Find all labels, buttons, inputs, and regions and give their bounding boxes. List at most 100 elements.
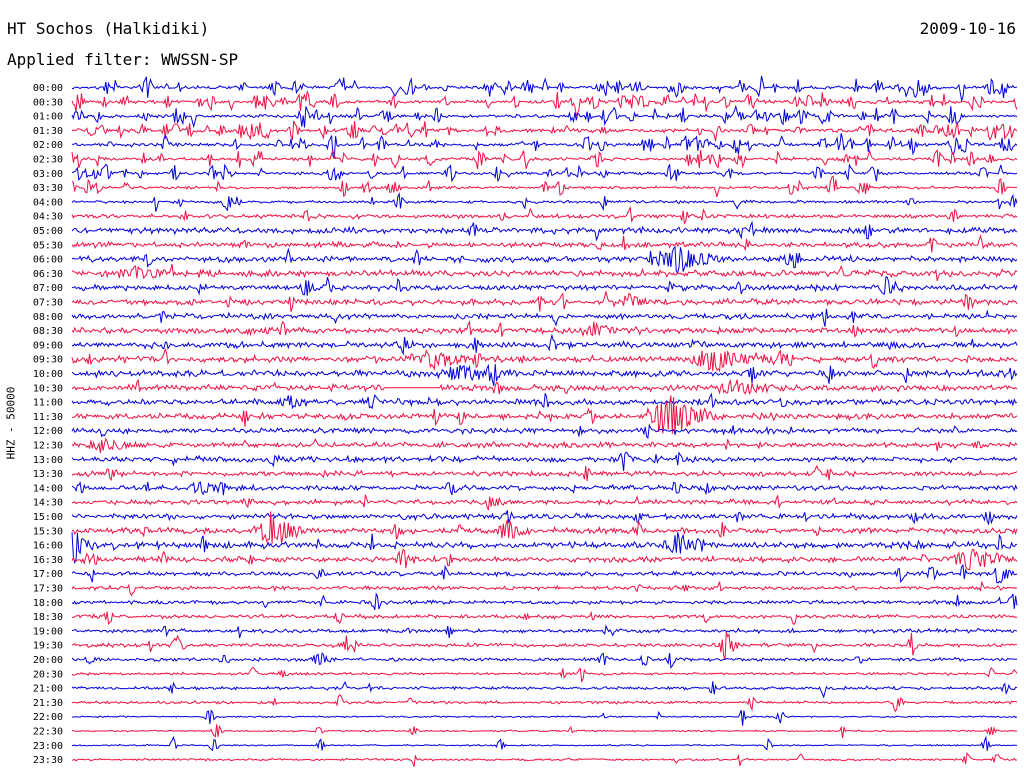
time-tick-label: 16:30: [33, 555, 63, 566]
time-tick-label: 05:00: [33, 226, 63, 237]
time-tick-label: 11:00: [33, 398, 63, 409]
trace-row: [71, 205, 1018, 225]
trace-row: [71, 378, 1018, 395]
time-tick-label: 21:00: [33, 684, 63, 695]
time-tick-label: 18:00: [33, 598, 63, 609]
time-tick-label: 17:30: [33, 584, 63, 595]
trace-row: [71, 652, 1017, 669]
trace-row: [71, 75, 1018, 103]
trace-row: [71, 694, 1018, 713]
trace-row: [71, 480, 1018, 496]
trace-row: [71, 451, 1018, 471]
trace-row: [71, 680, 1018, 699]
time-tick-label: 13:30: [33, 469, 63, 480]
time-tick-label: 20:00: [33, 655, 63, 666]
trace-row: [71, 592, 1018, 610]
trace-row: [71, 494, 1018, 511]
time-tick-label: 06:00: [33, 255, 63, 266]
trace-row: [71, 548, 1018, 571]
time-tick-label: 20:30: [33, 669, 63, 680]
trace-row: [71, 510, 1018, 526]
time-tick-label: 16:00: [33, 541, 63, 552]
trace-row: [71, 532, 1018, 565]
record-date: 2009-10-16: [919, 19, 1016, 38]
time-tick-label: 01:00: [33, 112, 63, 123]
trace-row: [71, 148, 1018, 170]
time-tick-label: 14:00: [33, 483, 63, 494]
trace-row: [71, 347, 1018, 373]
time-tick-label: 13:00: [33, 455, 63, 466]
time-tick-label: 08:30: [33, 326, 63, 337]
trace-row: [71, 276, 1018, 296]
time-tick-label: 05:30: [33, 240, 63, 251]
time-tick-label: 18:30: [33, 612, 63, 623]
trace-row: [71, 511, 1018, 544]
trace-row: [71, 724, 1018, 739]
trace-row: [71, 735, 1018, 752]
time-tick-label: 02:00: [33, 140, 63, 151]
time-tick-label: 17:00: [33, 569, 63, 580]
time-tick-label: 15:30: [33, 526, 63, 537]
trace-row: [71, 333, 1018, 356]
time-tick-label: 12:00: [33, 426, 63, 437]
trace-row: [71, 263, 1018, 282]
time-tick-label: 23:30: [33, 755, 63, 766]
time-tick-label: 04:00: [33, 197, 63, 208]
trace-row: [71, 752, 1018, 767]
trace-row: [71, 395, 1018, 436]
time-tick-label: 12:30: [33, 441, 63, 452]
time-tick-label: 08:00: [33, 312, 63, 323]
trace-row: [71, 133, 1018, 159]
trace-row: [71, 624, 1018, 639]
trace-row: [71, 191, 1018, 212]
trace-row: [71, 563, 1018, 584]
time-tick-label: 19:00: [33, 626, 63, 637]
trace-row: [71, 89, 1018, 117]
trace-row: [71, 220, 1018, 242]
time-tick-label: 21:30: [33, 698, 63, 709]
time-tick-label: 00:30: [33, 97, 63, 108]
trace-row: [71, 104, 1018, 129]
time-tick-label: 07:30: [33, 298, 63, 309]
seismic-traces: [71, 75, 1018, 767]
trace-row: [71, 437, 1018, 453]
time-tick-label: 14:30: [33, 498, 63, 509]
trace-row: [71, 464, 1018, 482]
trace-row: [71, 308, 1018, 327]
trace-row: [71, 363, 1018, 386]
trace-row: [71, 120, 1018, 142]
time-tick-label: 10:30: [33, 383, 63, 394]
trace-row: [71, 666, 1018, 684]
time-tick-label: 22:30: [33, 727, 63, 738]
time-tick-label: 10:00: [33, 369, 63, 380]
applied-filter: Applied filter: WWSSN-SP: [7, 50, 239, 69]
trace-row: [71, 163, 1018, 183]
station-title: HT Sochos (Halkidiki): [7, 19, 210, 38]
time-tick-label: 09:00: [33, 340, 63, 351]
time-tick-label: 19:30: [33, 641, 63, 652]
trace-row: [71, 234, 1018, 253]
trace-row: [71, 392, 1018, 410]
time-tick-label: 11:30: [33, 412, 63, 423]
time-tick-label: 03:00: [33, 169, 63, 180]
time-tick-label: 23:00: [33, 741, 63, 752]
trace-row: [71, 580, 1018, 597]
trace-row: [71, 423, 1018, 440]
trace-row: [71, 291, 1018, 312]
time-tick-label: 06:30: [33, 269, 63, 280]
time-tick-label: 15:00: [33, 512, 63, 523]
time-tick-label: 22:00: [33, 712, 63, 723]
time-tick-label: 03:30: [33, 183, 63, 194]
time-tick-label: 02:30: [33, 155, 63, 166]
time-tick-label: 00:00: [33, 83, 63, 94]
trace-row: [71, 320, 1018, 338]
time-tick-label: 07:00: [33, 283, 63, 294]
time-tick-labels: 00:00 00:30 01:00 01:30 02:00 02:30 03:00 03:30…: [33, 83, 63, 766]
trace-row: [71, 175, 1018, 198]
time-tick-label: 04:30: [33, 212, 63, 223]
time-tick-label: 01:30: [33, 126, 63, 137]
time-tick-label: 09:30: [33, 355, 63, 366]
trace-row: [71, 610, 1018, 626]
trace-row: [71, 245, 1018, 274]
